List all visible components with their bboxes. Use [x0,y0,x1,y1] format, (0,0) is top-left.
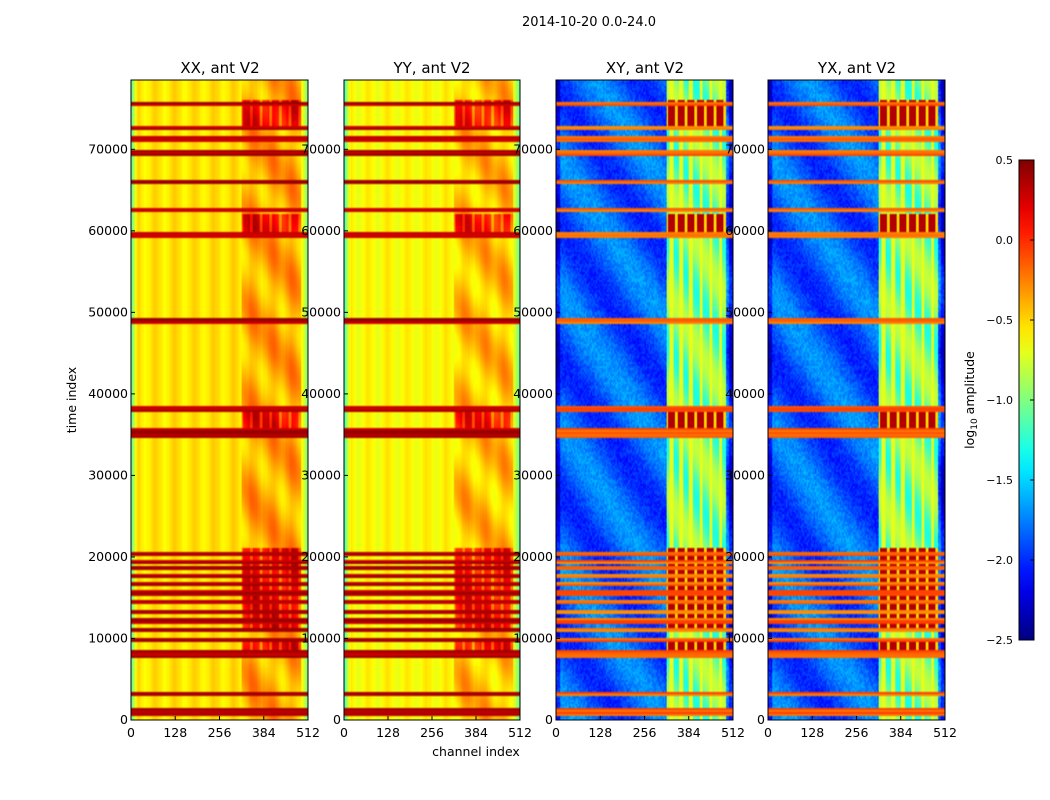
x-tick-label: 384 [464,725,488,740]
heatmap-yx [768,80,945,720]
x-tick-label: 256 [208,725,232,740]
y-tick-label: 30000 [725,467,765,482]
y-tick-label: 0 [333,712,341,727]
y-tick-label: 0 [120,712,128,727]
y-tick-label: 20000 [88,549,128,564]
axis-ticks-yx: 0 128 256 384 512 0 10000 20000 30000 40000 50000 6… [725,141,957,740]
x-tick-label: 128 [800,725,824,740]
panel-xx: XX, ant V2 0 128 256 384 512 0 10000 20000 30000… [88,59,320,740]
y-tick-label: 10000 [725,630,765,645]
panel-title-yx: YX, ant V2 [817,59,896,77]
panel-yy: YY, ant V2 0 128 256 384 512 0 10000 20000 30000… [301,59,532,740]
x-tick-label: 512 [933,725,957,740]
panel-xy: XY, ant V2 0 128 256 384 512 0 10000 20000 30000… [513,59,745,740]
panel-title-yy: YY, ant V2 [392,59,470,77]
heatmap-yy [344,80,520,720]
x-tick-label: 384 [889,725,913,740]
axis-ticks-xy: 0 128 256 384 512 0 10000 20000 30000 40000 50000 6… [513,141,745,740]
y-tick-label: 40000 [513,386,553,401]
x-tick-label: 512 [296,725,320,740]
y-tick-label: 70000 [301,141,341,156]
y-tick-label: 60000 [301,223,341,238]
x-tick-label: 0 [552,725,560,740]
heatmap-xy [556,80,733,720]
x-tick-label: 128 [588,725,612,740]
x-tick-label: 384 [252,725,276,740]
colorbar-tick-label: −1.5 [986,474,1013,487]
x-tick-label: 128 [163,725,187,740]
y-tick-label: 50000 [301,304,341,319]
y-tick-label: 40000 [301,386,341,401]
y-tick-label: 20000 [513,549,553,564]
y-tick-label: 20000 [301,549,341,564]
y-tick-label: 70000 [513,141,553,156]
x-tick-label: 0 [340,725,348,740]
figure-suptitle: 2014-10-20 0.0-24.0 [522,15,656,30]
x-tick-label: 384 [677,725,701,740]
x-tick-label: 256 [633,725,657,740]
colorbar: 0.5 0.0 −0.5 −1.0 −1.5 −2.0 −2.5 log10 amplitu… [962,154,1035,647]
colorbar-tick-label: −1.0 [986,394,1013,407]
y-tick-label: 60000 [88,223,128,238]
y-tick-label: 50000 [88,304,128,319]
y-tick-label: 30000 [513,467,553,482]
y-tick-label: 40000 [88,386,128,401]
colorbar-tick-label: 0.0 [996,234,1014,247]
y-tick-label: 30000 [88,467,128,482]
axis-ticks-yy: 0 128 256 384 512 0 10000 20000 30000 40000 50000 6… [301,141,532,740]
panel-title-xy: XY, ant V2 [606,59,684,77]
y-tick-label: 10000 [301,630,341,645]
colorbar-tick-label: −2.5 [986,634,1013,647]
panel-title-xx: XX, ant V2 [180,59,259,77]
y-tick-label: 10000 [513,630,553,645]
y-axis-label: time index [64,367,79,433]
x-tick-label: 0 [764,725,772,740]
y-tick-label: 70000 [88,141,128,156]
x-tick-label: 512 [508,725,532,740]
y-tick-label: 0 [545,712,553,727]
colorbar-ticks: 0.5 0.0 −0.5 −1.0 −1.5 −2.0 −2.5 [986,154,1034,647]
y-tick-label: 10000 [88,630,128,645]
y-tick-label: 50000 [513,304,553,319]
y-tick-label: 0 [757,712,765,727]
heatmap-xx [131,80,308,720]
colorbar-tick-label: 0.5 [996,154,1014,167]
x-tick-label: 256 [845,725,869,740]
y-tick-label: 40000 [725,386,765,401]
y-tick-label: 60000 [725,223,765,238]
colorbar-label: log10 amplitude [962,351,980,449]
x-tick-label: 512 [721,725,745,740]
x-tick-label: 256 [420,725,444,740]
panel-yx: YX, ant V2 0 128 256 384 512 0 10000 20000 30000… [725,59,957,740]
y-tick-label: 70000 [725,141,765,156]
x-tick-label: 0 [127,725,135,740]
axis-ticks-xx: 0 128 256 384 512 0 10000 20000 30000 40000 50000 6… [88,141,320,740]
y-tick-label: 20000 [725,549,765,564]
x-axis-label: channel index [432,744,520,759]
y-tick-label: 60000 [513,223,553,238]
colorbar-tick-label: −2.0 [986,554,1013,567]
colorbar-tick-label: −0.5 [986,314,1013,327]
x-tick-label: 128 [376,725,400,740]
y-tick-label: 30000 [301,467,341,482]
y-tick-label: 50000 [725,304,765,319]
